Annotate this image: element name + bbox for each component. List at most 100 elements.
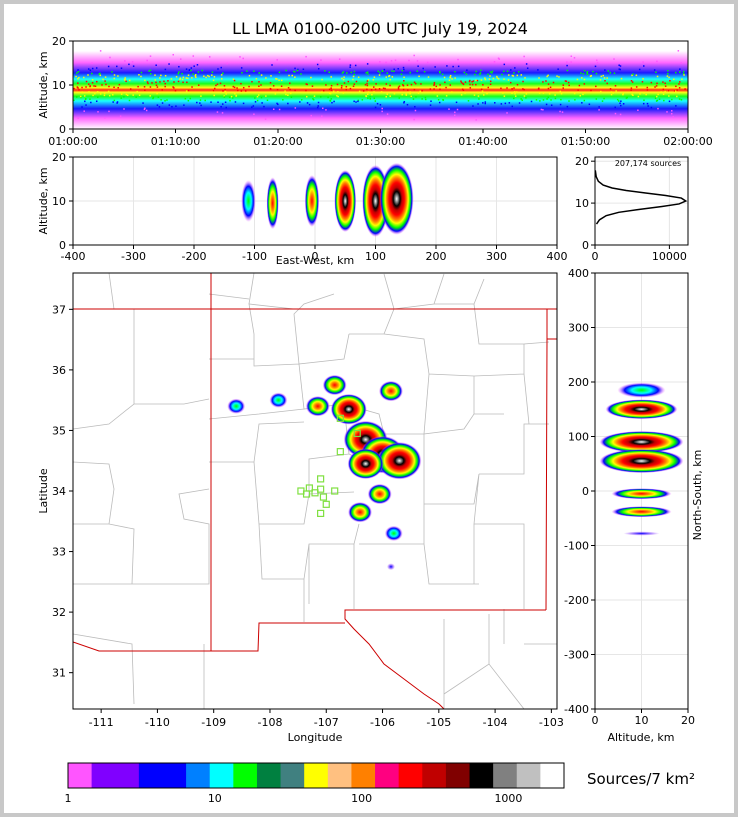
histogram-ytick: 10 xyxy=(575,197,589,210)
north-south-ytick: 0 xyxy=(582,485,589,498)
lightning-cell xyxy=(322,374,347,396)
north-south-cluster xyxy=(617,382,666,398)
colorbar-swatch xyxy=(398,763,423,788)
colorbar-tick: 100 xyxy=(351,792,372,805)
lma-station-marker xyxy=(319,493,328,501)
lightning-cell xyxy=(330,393,367,425)
lightning-cell xyxy=(305,396,330,417)
latitude-tick: 35 xyxy=(52,424,66,437)
lightning-cell xyxy=(384,525,403,542)
colorbar-label: Sources/7 km² xyxy=(587,770,695,788)
colorbar-swatch xyxy=(280,763,305,788)
colorbar-swatch xyxy=(162,763,187,788)
histogram-xtick: 0 xyxy=(592,250,599,263)
latitude-tick: 31 xyxy=(52,667,66,680)
north-south-cluster xyxy=(605,399,678,420)
longitude-tick: -104 xyxy=(483,716,508,729)
time-height-xtick: 01:10:00 xyxy=(151,135,200,148)
altitude-histogram-line xyxy=(594,170,688,225)
latitude-tick: 32 xyxy=(52,606,66,619)
lma-station-marker xyxy=(317,475,325,483)
source-density-band xyxy=(73,51,688,129)
lma-stations xyxy=(297,414,361,518)
lma-station-marker xyxy=(336,414,344,422)
time-height-ytick: 10 xyxy=(52,79,66,92)
north-south-ytick: 100 xyxy=(568,431,589,444)
figure-title: LL LMA 0100-0200 UTC July 19, 2024 xyxy=(232,19,528,38)
east-west-xtick: -200 xyxy=(182,250,207,263)
lightning-cell xyxy=(377,442,422,480)
lightning-cell xyxy=(348,501,373,523)
colorbar-swatch xyxy=(91,763,116,788)
figure: LL LMA 0100-0200 UTC July 19, 2024 01020… xyxy=(37,19,713,805)
east-west-ytick: 20 xyxy=(52,151,66,164)
colorbar-swatch xyxy=(68,763,93,788)
altitude-histogram-panel: 207,174 sources 0 10 20 0 10000 xyxy=(575,155,689,263)
north-south-ylabel: North-South, km xyxy=(691,450,704,541)
colorbar-swatch xyxy=(422,763,447,788)
latitude-tick: 37 xyxy=(52,303,66,316)
source-count-annotation: 207,174 sources xyxy=(615,159,681,168)
north-south-panel: -400 -300 -200 -100 0 100 200 300 400 0 10 20 Nort… xyxy=(564,267,704,744)
north-south-xlabel: Altitude, km xyxy=(607,731,674,744)
longitude-tick: -108 xyxy=(257,716,282,729)
east-west-panel: 0 10 20 -400 -300 -200 -100 0 100 200 300 400 Alti… xyxy=(37,151,568,267)
colorbar: 1 10 100 1000 Sources/7 km² xyxy=(65,762,695,805)
state-border-nm-tx-east xyxy=(545,309,557,611)
east-west-ytick: 0 xyxy=(59,239,66,252)
time-height-ytick: 20 xyxy=(52,35,66,48)
colorbar-tick: 1000 xyxy=(494,792,522,805)
east-west-xtick: 200 xyxy=(426,250,447,263)
colorbar-swatch xyxy=(138,763,163,788)
plan-view-panel: 31 32 33 34 35 36 37 -111 -110 -109 -108 -107 -106 -… xyxy=(37,272,564,744)
longitude-tick: -109 xyxy=(201,716,226,729)
east-west-xtick: 300 xyxy=(486,250,507,263)
latitude-tick: 34 xyxy=(52,485,66,498)
lightning-cell xyxy=(269,392,288,408)
colorbar-swatch xyxy=(351,763,376,788)
figure-frame: LL LMA 0100-0200 UTC July 19, 2024 0 10 20… xyxy=(4,4,734,813)
colorbar-swatch xyxy=(445,763,471,788)
colorbar-swatch xyxy=(115,763,140,788)
colorbar-swatch xyxy=(256,763,282,788)
colorbar-swatch xyxy=(327,763,352,788)
lma-station-marker xyxy=(336,448,344,456)
east-west-xtick: -300 xyxy=(121,250,146,263)
lightning-cell xyxy=(227,398,246,414)
north-south-cluster xyxy=(611,506,672,518)
east-west-xtick: -100 xyxy=(242,250,267,263)
lma-station-marker xyxy=(331,487,339,495)
state-borders xyxy=(73,273,557,709)
colorbar-swatch xyxy=(469,763,494,788)
time-height-xtick: 02:00:00 xyxy=(663,135,712,148)
state-border-nm-tx-south xyxy=(344,609,546,709)
lightning-cell xyxy=(378,380,403,402)
east-west-xtick: 100 xyxy=(365,250,386,263)
east-west-cluster xyxy=(304,175,320,227)
north-south-ytick: 300 xyxy=(568,322,589,335)
colorbar-swatch xyxy=(233,763,258,788)
north-south-ytick: 400 xyxy=(568,267,589,280)
longitude-tick: -110 xyxy=(145,716,170,729)
histogram-ytick: 0 xyxy=(582,239,589,252)
lightning-cell xyxy=(347,448,384,480)
lma-station-marker xyxy=(297,487,305,495)
east-west-xtick: -400 xyxy=(61,250,86,263)
east-west-xtick: 0 xyxy=(312,250,319,263)
latitude-tick: 33 xyxy=(52,546,66,559)
colorbar-swatch xyxy=(493,763,518,788)
lma-station-marker xyxy=(353,429,361,438)
colorbar-tick: 1 xyxy=(65,792,72,805)
time-height-xtick: 01:50:00 xyxy=(561,135,610,148)
colorbar-swatch xyxy=(540,763,565,788)
east-west-xtick: 400 xyxy=(547,250,568,263)
north-south-ytick: -300 xyxy=(564,649,589,662)
latitude-tick: 36 xyxy=(52,364,66,377)
east-west-xlabel: East-West, km xyxy=(276,254,354,267)
time-height-xtick: 01:40:00 xyxy=(458,135,507,148)
longitude-tick: -106 xyxy=(370,716,395,729)
longitude-tick: -103 xyxy=(539,716,564,729)
north-south-xtick: 20 xyxy=(681,714,695,727)
north-south-xtick: 0 xyxy=(592,714,599,727)
longitude-tick: -111 xyxy=(89,716,114,729)
